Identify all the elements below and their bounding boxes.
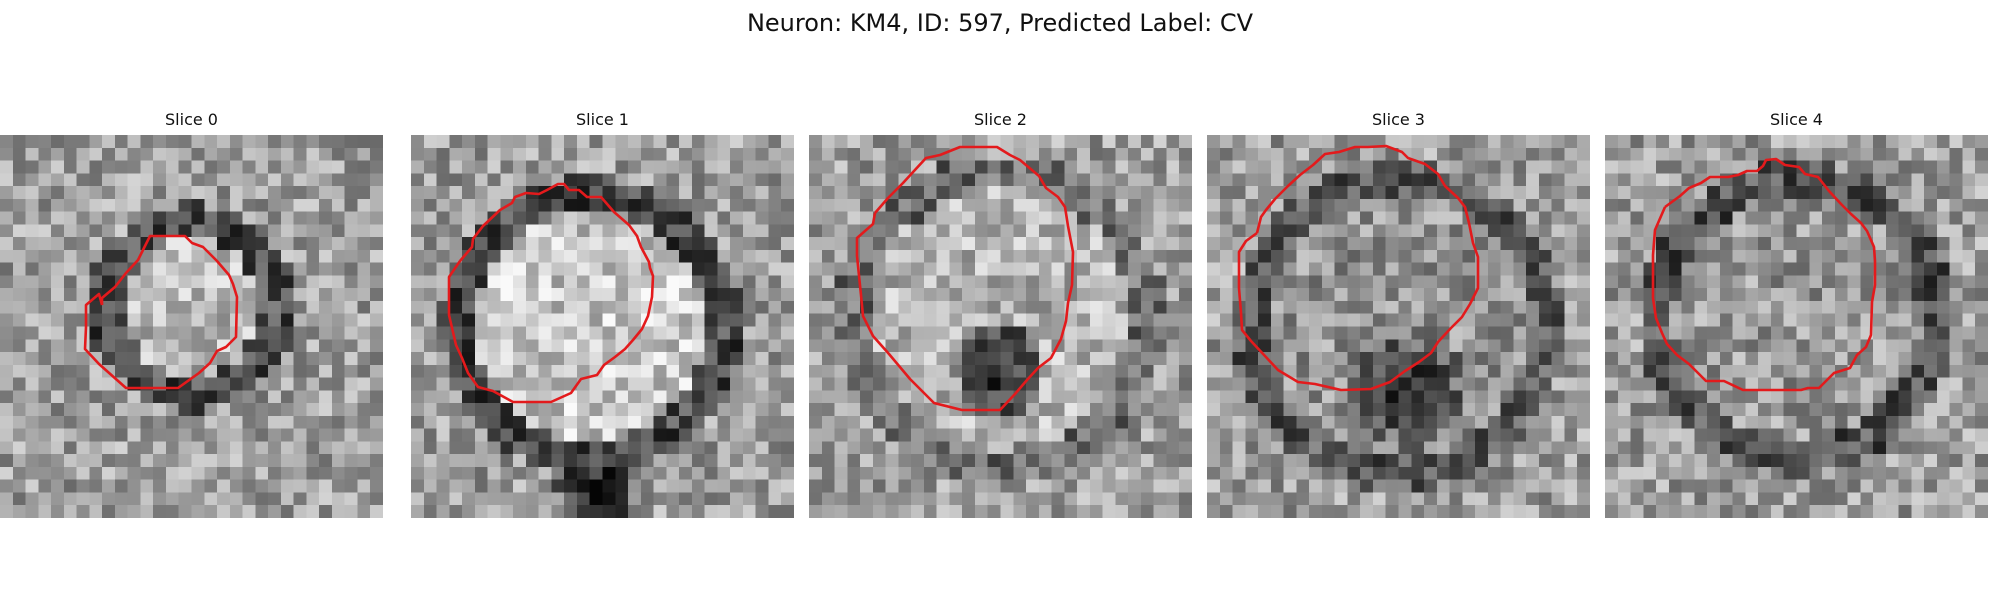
slice-title-0: Slice 0 bbox=[165, 110, 218, 129]
slice-panel-0: Slice 0 bbox=[0, 108, 383, 519]
slice-panel-3: Slice 3 bbox=[1207, 108, 1590, 519]
slice-title-1: Slice 1 bbox=[576, 110, 629, 129]
cell-outline-0 bbox=[83, 234, 239, 390]
figure-title: Neuron: KM4, ID: 597, Predicted Label: C… bbox=[746, 9, 1254, 37]
slice-image-4 bbox=[1605, 135, 1988, 518]
cell-outline-4 bbox=[1651, 157, 1877, 392]
slice-title-4: Slice 4 bbox=[1770, 110, 1823, 129]
slice-panel-4: Slice 4 bbox=[1605, 108, 1988, 519]
cell-outline-3 bbox=[1237, 144, 1480, 392]
slice-title-2: Slice 2 bbox=[974, 110, 1027, 129]
slice-title-3: Slice 3 bbox=[1372, 110, 1425, 129]
slice-panel-2: Slice 2 bbox=[809, 108, 1192, 519]
cell-outline-2 bbox=[855, 145, 1075, 412]
slice-image-3 bbox=[1207, 135, 1590, 518]
slice-image-0 bbox=[0, 135, 383, 518]
slice-image-2 bbox=[809, 135, 1192, 518]
slice-panel-1: Slice 1 bbox=[411, 108, 794, 519]
cell-outline-1 bbox=[447, 182, 655, 404]
